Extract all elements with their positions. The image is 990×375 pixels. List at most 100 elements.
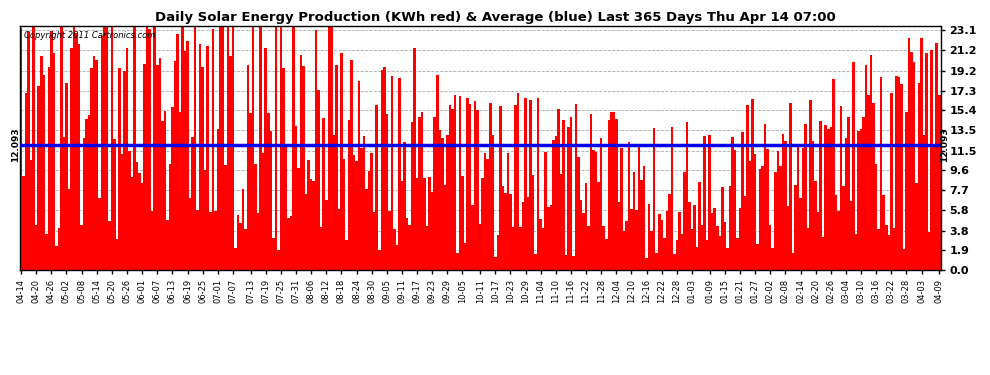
Bar [214, 211, 217, 270]
Bar [171, 107, 173, 270]
Bar [393, 229, 396, 270]
Bar [595, 152, 597, 270]
Bar [245, 229, 247, 270]
Bar [544, 152, 547, 270]
Bar [877, 229, 880, 270]
Bar [355, 161, 357, 270]
Bar [191, 137, 194, 270]
Bar [928, 232, 931, 270]
Bar [838, 211, 840, 270]
Bar [262, 153, 264, 270]
Bar [499, 106, 502, 270]
Bar [626, 221, 628, 270]
Bar [832, 79, 835, 270]
Bar [931, 50, 933, 270]
Bar [835, 195, 838, 270]
Bar [424, 178, 426, 270]
Bar [862, 117, 865, 270]
Bar [346, 240, 347, 270]
Bar [416, 178, 419, 270]
Bar [507, 153, 509, 270]
Bar [173, 61, 176, 270]
Bar [751, 99, 753, 270]
Bar [48, 67, 50, 270]
Bar [494, 257, 497, 270]
Bar [880, 77, 882, 270]
Bar [83, 138, 85, 270]
Bar [320, 227, 323, 270]
Bar [776, 151, 779, 270]
Bar [408, 225, 411, 270]
Bar [663, 238, 665, 270]
Bar [517, 93, 519, 270]
Bar [33, 26, 35, 270]
Bar [739, 209, 742, 270]
Bar [481, 178, 484, 270]
Bar [719, 236, 721, 270]
Bar [249, 113, 251, 270]
Bar [413, 48, 416, 270]
Bar [585, 183, 587, 270]
Bar [787, 206, 789, 270]
Bar [678, 212, 681, 270]
Bar [784, 141, 787, 270]
Bar [724, 222, 726, 270]
Bar [631, 209, 633, 270]
Bar [153, 26, 156, 270]
Bar [338, 209, 341, 270]
Bar [196, 210, 199, 270]
Bar [569, 117, 572, 270]
Bar [385, 114, 388, 270]
Bar [463, 243, 466, 270]
Bar [804, 124, 807, 270]
Bar [279, 26, 282, 270]
Bar [456, 254, 458, 270]
Bar [43, 75, 45, 270]
Bar [453, 95, 456, 270]
Bar [849, 201, 852, 270]
Bar [734, 150, 737, 270]
Bar [633, 172, 636, 270]
Bar [852, 62, 854, 270]
Bar [23, 176, 25, 270]
Bar [537, 98, 540, 270]
Bar [714, 208, 716, 270]
Bar [201, 67, 204, 270]
Bar [938, 96, 940, 270]
Bar [532, 175, 535, 270]
Bar [461, 176, 463, 270]
Bar [434, 117, 436, 270]
Bar [274, 26, 277, 270]
Bar [444, 185, 446, 270]
Bar [703, 136, 706, 270]
Bar [522, 202, 525, 270]
Bar [401, 181, 403, 270]
Bar [847, 117, 849, 270]
Bar [737, 238, 739, 270]
Bar [653, 128, 655, 270]
Bar [840, 106, 842, 270]
Bar [259, 26, 262, 270]
Bar [98, 198, 101, 270]
Bar [189, 198, 191, 270]
Bar [797, 144, 799, 270]
Bar [318, 90, 320, 270]
Bar [426, 226, 429, 270]
Bar [489, 104, 491, 270]
Bar [126, 48, 129, 270]
Bar [592, 150, 595, 270]
Bar [436, 75, 439, 270]
Bar [540, 219, 542, 270]
Bar [466, 98, 469, 270]
Bar [870, 55, 872, 270]
Bar [113, 139, 116, 270]
Bar [582, 213, 585, 270]
Bar [807, 228, 810, 270]
Bar [144, 64, 146, 270]
Bar [403, 142, 406, 270]
Bar [383, 67, 385, 270]
Bar [325, 200, 328, 270]
Bar [898, 77, 900, 270]
Bar [761, 166, 764, 270]
Bar [242, 189, 245, 270]
